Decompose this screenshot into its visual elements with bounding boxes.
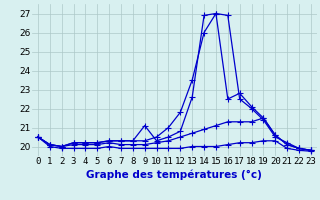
X-axis label: Graphe des températures (°c): Graphe des températures (°c) xyxy=(86,169,262,180)
